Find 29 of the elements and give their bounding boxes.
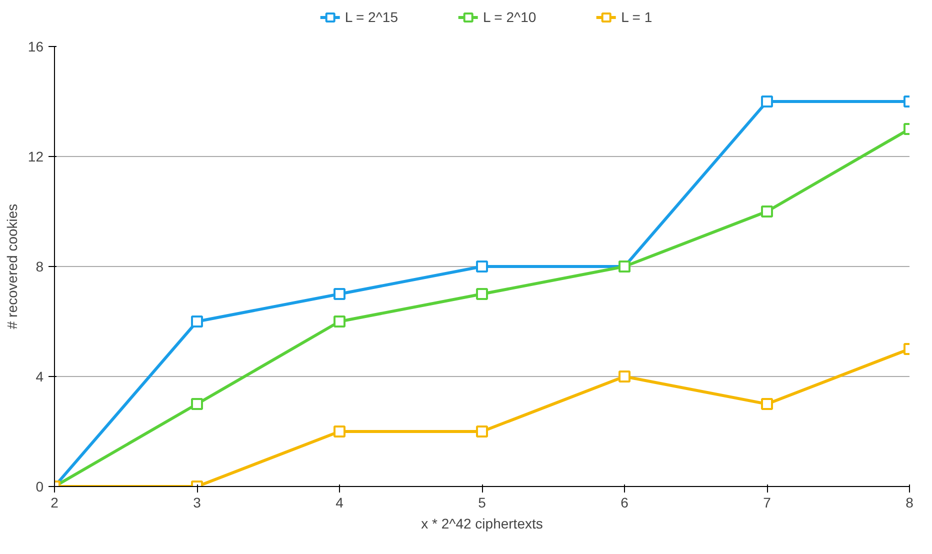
point	[761, 398, 773, 410]
point	[618, 370, 630, 382]
x-tick-label: 5	[478, 494, 486, 510]
x-tick-label: 8	[906, 494, 914, 510]
y-tick-label: 12	[28, 148, 44, 164]
x-axis-title: x * 2^42 ciphertexts	[421, 516, 543, 532]
y-tick-label: 16	[28, 38, 44, 54]
point	[761, 206, 773, 218]
point	[476, 260, 488, 272]
legend-label: L = 1	[621, 9, 652, 25]
x-tick-label: 7	[763, 494, 772, 510]
point	[476, 288, 488, 300]
point	[761, 96, 773, 108]
point	[334, 316, 346, 328]
point	[334, 426, 346, 438]
y-tick-label: 4	[36, 368, 44, 384]
point	[476, 426, 488, 438]
point	[191, 398, 203, 410]
x-tick-label: 4	[336, 494, 344, 510]
y-tick-label: 8	[36, 258, 44, 274]
y-tick-label: 0	[36, 478, 44, 494]
y-axis-title: # recovered cookies	[4, 204, 20, 330]
legend-label: L = 2^10	[482, 9, 536, 25]
point	[334, 288, 346, 300]
x-tick-label: 6	[620, 494, 629, 510]
legend-label: L = 2^15	[344, 9, 398, 25]
x-tick-label: 2	[50, 494, 59, 510]
x-tick-label: 3	[193, 494, 202, 510]
point	[191, 316, 203, 328]
